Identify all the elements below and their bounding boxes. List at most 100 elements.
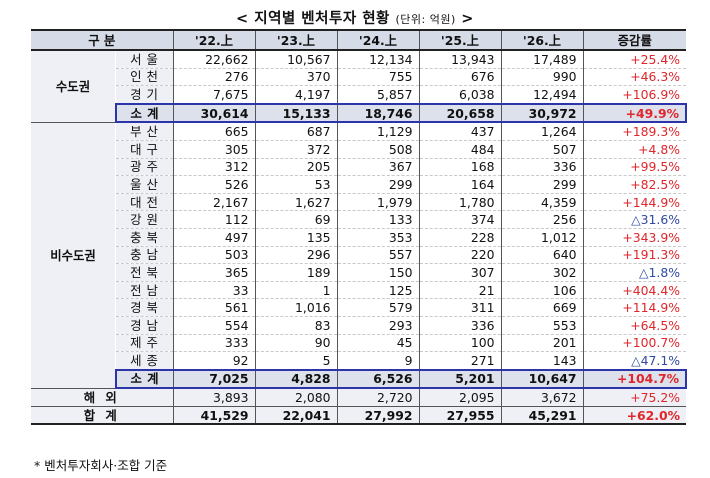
value-cell: 561 [172,298,255,317]
header-row: 구 분 '22.上 '23.上 '24.上 '25.上 '26.上 증감률 [31,29,686,51]
value-cell: 553 [500,316,583,335]
header-col: '25.上 [418,29,501,51]
rate-cell: +99.5% [582,158,686,177]
value-cell: 189 [254,263,337,282]
value-cell: 312 [172,158,255,177]
value-cell: 2,080 [254,388,337,407]
value-cell: 228 [418,228,501,247]
rate-cell: △31.6% [582,210,686,229]
value-cell: 1,016 [254,298,337,317]
region-cell: 세 종 [116,351,173,371]
table-title: < 지역별 벤처투자 현황 (단위: 억원) > [0,7,710,28]
value-cell: 205 [254,158,337,177]
table-row: 대 전 2,167 1,627 1,979 1,780 4,359 +144.9% [31,193,686,212]
rate-cell: △1.8% [582,263,686,282]
region-cell: 서 울 [116,50,173,69]
total-row: 합 계 41,529 22,041 27,992 27,955 45,291 +62.0% [31,405,686,426]
region-cell: 인 천 [116,68,173,87]
value-cell: 69 [254,210,337,229]
region-cell: 경 기 [116,85,173,105]
value-cell: 27,955 [418,405,501,426]
table-row: 경 남 554 83 293 336 553 +64.5% [31,316,686,335]
value-cell: 305 [172,140,255,159]
value-cell: 30,972 [500,102,583,124]
rate-cell: +4.8% [582,140,686,159]
overseas-row: 해 외 3,893 2,080 2,720 2,095 3,672 +75.2% [31,388,686,407]
value-cell: 33 [172,281,255,300]
region-cell: 대 전 [116,193,173,212]
value-cell: 302 [500,263,583,282]
value-cell: 10,647 [500,368,583,390]
value-cell: 168 [418,158,501,177]
value-cell: 6,038 [418,85,501,105]
value-cell: 293 [336,316,419,335]
value-cell: 22,041 [254,405,337,426]
value-cell: 164 [418,175,501,194]
title-end: > [461,11,474,27]
value-cell: 4,828 [254,368,337,390]
table-row: 전 남 33 1 125 21 106 +404.4% [31,281,686,300]
value-cell: 30,614 [172,102,255,124]
value-cell: 27,992 [336,405,419,426]
header-col: '22.上 [172,29,255,51]
value-cell: 7,025 [172,368,255,390]
value-cell: 374 [418,210,501,229]
value-cell: 21 [418,281,501,300]
rate-cell: +106.9% [582,85,686,105]
value-cell: 18,746 [336,102,419,124]
value-cell: 365 [172,263,255,282]
header-col: '23.上 [254,29,337,51]
rate-cell: +114.9% [582,298,686,317]
value-cell: 256 [500,210,583,229]
header-rate: 증감률 [582,29,686,51]
value-cell: 665 [172,122,255,141]
region-cell: 소 계 [115,102,173,124]
table-row: 비수도권 부 산 665 687 1,129 437 1,264 +189.3% [31,122,686,389]
value-cell: 437 [418,122,501,141]
value-cell: 307 [418,263,501,282]
rate-cell: +64.5% [582,316,686,335]
value-cell: 676 [418,68,501,87]
value-cell: 13,943 [418,50,501,69]
rate-cell: △47.1% [582,351,686,371]
unit-label: (단위: 억원) [395,13,456,26]
value-cell: 353 [336,228,419,247]
value-cell: 53 [254,175,337,194]
subtotal-row: 소 계 7,025 4,828 6,526 5,201 10,647 +104.7% [31,368,687,390]
value-cell: 12,494 [500,85,583,105]
value-cell: 135 [254,228,337,247]
value-cell: 508 [336,140,419,159]
group-label: 비수도권 [31,122,116,389]
table-row: 대 구 305 372 508 484 507 +4.8% [31,140,686,159]
value-cell: 6,526 [336,368,419,390]
value-cell: 990 [500,68,583,87]
rate-cell: +104.7% [582,368,687,390]
rate-cell: +100.7% [582,334,686,353]
value-cell: 5,857 [336,85,419,105]
value-cell: 106 [500,281,583,300]
value-cell: 220 [418,246,501,265]
value-cell: 15,133 [254,102,337,124]
value-cell: 311 [418,298,501,317]
value-cell: 5 [254,351,337,371]
value-cell: 3,893 [172,388,255,407]
value-cell: 333 [172,334,255,353]
table-row: 제 주 333 90 45 100 201 +100.7% [31,334,686,353]
value-cell: 2,167 [172,193,255,212]
value-cell: 1,264 [500,122,583,141]
value-cell: 112 [172,210,255,229]
footnote: * 벤처투자회사·조합 기준 [34,458,168,473]
value-cell: 92 [172,351,255,371]
value-cell: 1,129 [336,122,419,141]
table-row: 강 원 112 69 133 374 256 △31.6% [31,210,686,229]
value-cell: 299 [336,175,419,194]
value-cell: 299 [500,175,583,194]
region-cell: 제 주 [116,334,173,353]
value-cell: 4,359 [500,193,583,212]
value-cell: 554 [172,316,255,335]
value-cell: 150 [336,263,419,282]
table-row: 수도권 서 울 22,662 10,567 12,134 13,943 17,489 +25.… [31,50,686,123]
subtotal-row: 소 계 30,614 15,133 18,746 20,658 30,972 +49.9% [31,102,687,124]
rate-cell: +404.4% [582,281,686,300]
table-row: 전 북 365 189 150 307 302 △1.8% [31,263,686,282]
